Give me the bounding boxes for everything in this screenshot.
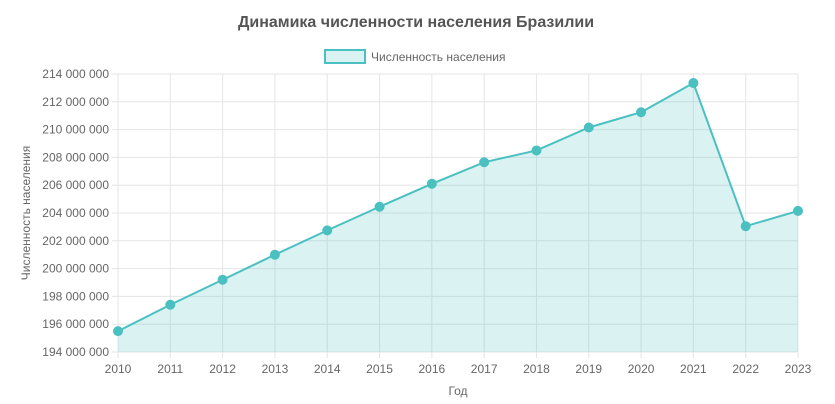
x-tick-label: 2010 xyxy=(105,362,132,376)
area-fill xyxy=(118,83,798,352)
data-point[interactable] xyxy=(322,225,333,236)
legend[interactable]: Численность населения xyxy=(324,49,505,64)
y-tick-label: 208 000 000 xyxy=(42,150,109,164)
y-tick-label: 206 000 000 xyxy=(42,178,109,192)
data-point[interactable] xyxy=(269,249,280,260)
data-point[interactable] xyxy=(479,157,490,168)
x-tick-label: 2022 xyxy=(732,362,759,376)
y-tick-label: 202 000 000 xyxy=(42,234,109,248)
y-axis-ticks: 194 000 000 196 000 000 198 000 000 200 000… xyxy=(42,67,109,359)
y-tick-label: 214 000 000 xyxy=(42,67,109,81)
x-tick-label: 2023 xyxy=(785,362,812,376)
x-tick-label: 2020 xyxy=(628,362,655,376)
x-tick-label: 2016 xyxy=(418,362,445,376)
x-tick-label: 2013 xyxy=(262,362,289,376)
data-point[interactable] xyxy=(165,299,176,310)
x-tick-label: 2019 xyxy=(575,362,602,376)
data-point[interactable] xyxy=(426,178,437,189)
y-tick-label: 196 000 000 xyxy=(42,317,109,331)
chart-title: Динамика численности населения Бразилии xyxy=(238,14,594,31)
y-tick-label: 198 000 000 xyxy=(42,289,109,303)
y-tick-label: 204 000 000 xyxy=(42,206,109,220)
x-tick-label: 2017 xyxy=(471,362,498,376)
y-tick-label: 194 000 000 xyxy=(42,345,109,359)
data-point[interactable] xyxy=(531,145,542,156)
data-point[interactable] xyxy=(374,201,385,212)
x-axis-ticks: 2010 2011 2012 2013 2014 2015 2016 2017 2018 2019… xyxy=(105,362,812,376)
x-tick-label: 2021 xyxy=(680,362,707,376)
x-tick-label: 2014 xyxy=(314,362,341,376)
area-layer xyxy=(117,82,799,352)
data-point[interactable] xyxy=(793,205,803,216)
y-tick-label: 212 000 000 xyxy=(42,95,109,109)
x-tick-label: 2012 xyxy=(209,362,236,376)
legend-label[interactable]: Численность населения xyxy=(371,50,505,64)
data-point[interactable] xyxy=(688,78,699,89)
data-point[interactable] xyxy=(583,122,594,133)
points-layer xyxy=(113,78,803,337)
data-point[interactable] xyxy=(217,274,228,285)
legend-swatch[interactable] xyxy=(324,49,366,64)
y-tick-label: 210 000 000 xyxy=(42,123,109,137)
x-tick-label: 2018 xyxy=(523,362,550,376)
data-point[interactable] xyxy=(636,107,647,118)
x-axis-label: Год xyxy=(448,384,467,398)
y-axis-label: Численность населения xyxy=(19,146,33,280)
y-tick-label: 200 000 000 xyxy=(42,262,109,276)
data-point[interactable] xyxy=(740,221,751,232)
series-line xyxy=(117,82,799,333)
grid xyxy=(112,73,799,358)
x-tick-label: 2015 xyxy=(366,362,393,376)
data-point[interactable] xyxy=(113,326,123,337)
x-tick-label: 2011 xyxy=(157,362,183,376)
